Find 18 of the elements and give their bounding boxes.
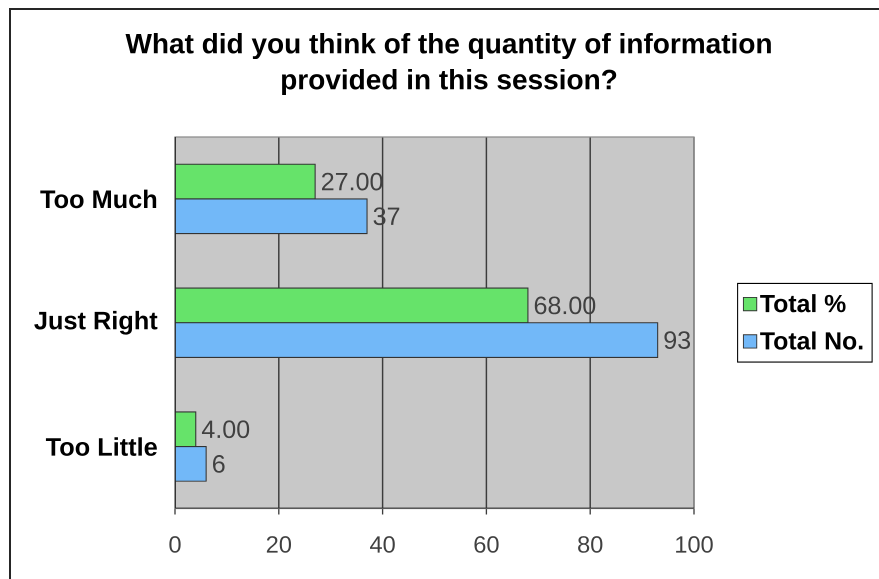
legend-label: Total % <box>760 294 846 312</box>
x-tick-label: 80 <box>578 536 602 553</box>
x-tick-label: 40 <box>370 536 395 553</box>
data-label: 27.00 <box>322 172 382 190</box>
x-tick-label: 60 <box>474 536 499 553</box>
y-tick-label: Too Little <box>46 437 157 456</box>
data-label: 6 <box>213 455 225 473</box>
x-tick-label: 100 <box>676 536 713 553</box>
data-label: 93 <box>664 331 690 349</box>
bar <box>175 164 316 200</box>
chart-title: What did you think of the quantity of information provided in this session? <box>126 32 771 96</box>
x-tick-label: 20 <box>266 536 292 553</box>
bar <box>175 288 528 324</box>
y-tick-label: Too Much <box>40 190 156 208</box>
data-label: 4.00 <box>202 420 250 438</box>
x-tick-label: 0 <box>169 536 181 553</box>
legend-label: Total No. <box>760 331 862 350</box>
y-tick-label: Just Right <box>34 310 158 335</box>
